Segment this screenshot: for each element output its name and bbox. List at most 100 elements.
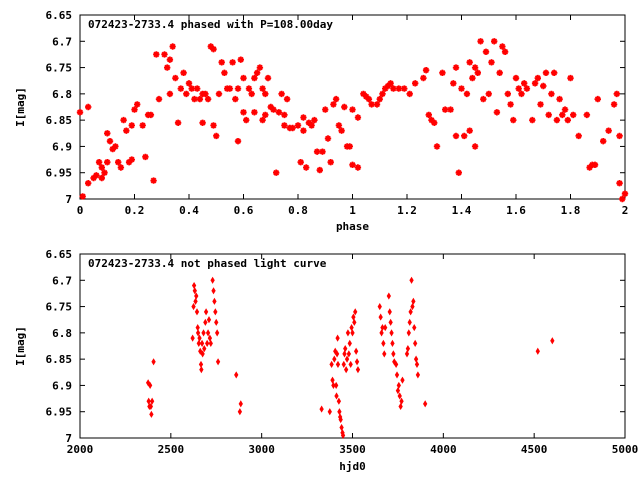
data-point — [196, 95, 204, 103]
data-point — [347, 339, 352, 347]
data-points — [145, 276, 555, 439]
data-point — [253, 69, 261, 76]
data-point — [332, 95, 340, 103]
data-point — [240, 74, 247, 82]
data-point — [564, 116, 571, 124]
y-tick-label: 7 — [65, 432, 72, 445]
x-tick-label: 0.2 — [125, 204, 145, 217]
data-point — [212, 297, 217, 305]
data-point — [545, 111, 552, 119]
data-point — [339, 423, 344, 432]
data-point — [117, 164, 125, 171]
data-point — [229, 59, 236, 66]
data-point — [567, 74, 574, 82]
data-point — [613, 90, 620, 98]
data-point — [575, 132, 582, 140]
data-point — [234, 85, 242, 92]
data-point — [237, 408, 243, 416]
data-point — [354, 114, 362, 121]
data-point — [204, 95, 212, 103]
data-point — [334, 350, 340, 358]
data-point — [452, 132, 460, 140]
y-tick-label: 6.8 — [52, 88, 72, 101]
data-point — [354, 164, 362, 171]
data-point — [275, 109, 283, 116]
data-point — [221, 69, 228, 76]
data-point — [335, 334, 340, 342]
data-point — [211, 287, 216, 295]
data-point — [360, 90, 367, 98]
data-point — [151, 358, 156, 366]
data-point — [406, 90, 413, 98]
data-point — [471, 64, 479, 71]
data-point — [240, 109, 247, 116]
data-point — [243, 116, 250, 124]
data-point — [391, 350, 396, 358]
data-point — [278, 90, 285, 98]
data-point — [98, 174, 105, 182]
data-point — [195, 329, 201, 337]
data-point — [493, 109, 501, 116]
data-point — [327, 408, 332, 416]
data-point — [395, 85, 402, 92]
data-point — [348, 360, 353, 368]
data-point — [335, 360, 341, 368]
data-point — [401, 85, 408, 92]
data-point — [469, 74, 476, 82]
data-point — [338, 416, 343, 424]
data-point — [199, 366, 204, 374]
data-point — [273, 169, 280, 176]
data-point — [139, 122, 146, 129]
data-point — [329, 360, 334, 368]
data-point — [300, 114, 307, 121]
unphased-light-curve-panel: 072423-2733.4 not phased light curve hjd… — [14, 248, 638, 473]
axes: 2000 2500 3000 3500 4000 4500 5000 6.65 6.7 6.75 6… — [46, 248, 639, 456]
data-point — [104, 159, 111, 166]
data-point — [142, 153, 149, 161]
data-point — [510, 116, 517, 124]
data-point — [412, 80, 419, 87]
data-point — [202, 90, 209, 98]
data-point — [349, 161, 356, 168]
data-point — [406, 329, 411, 337]
x-tick-label: 5000 — [612, 443, 639, 456]
data-point — [251, 109, 258, 116]
data-point — [203, 318, 208, 326]
data-point — [439, 69, 446, 76]
data-point — [335, 122, 343, 129]
data-point — [610, 101, 618, 108]
data-point — [501, 48, 509, 55]
data-point — [147, 381, 153, 390]
data-point — [386, 292, 391, 300]
data-point — [262, 111, 269, 119]
data-point — [238, 400, 243, 408]
y-tick-label: 6.65 — [46, 9, 73, 22]
data-point — [461, 132, 468, 140]
data-point — [188, 85, 195, 92]
data-point — [355, 366, 361, 374]
data-point — [177, 85, 184, 92]
chart-title: 072423-2733.4 not phased light curve — [88, 257, 327, 270]
y-tick-label: 6.8 — [52, 327, 72, 340]
data-point — [354, 358, 360, 366]
data-point — [390, 339, 395, 347]
x-axis-label: hjd0 — [339, 460, 366, 473]
data-point — [210, 276, 215, 284]
data-point — [540, 82, 547, 90]
data-point — [616, 180, 623, 187]
data-point — [234, 371, 239, 379]
data-point — [210, 122, 217, 129]
x-tick-label: 4000 — [430, 443, 457, 456]
data-point — [504, 90, 511, 98]
data-point — [196, 339, 201, 347]
data-point — [98, 164, 105, 171]
data-point — [270, 106, 277, 113]
y-tick-label: 6.85 — [46, 353, 73, 366]
data-point — [388, 318, 393, 326]
data-point — [322, 106, 329, 113]
data-point — [226, 85, 234, 92]
data-point — [76, 109, 84, 116]
data-point — [245, 85, 253, 92]
data-point — [480, 95, 487, 103]
